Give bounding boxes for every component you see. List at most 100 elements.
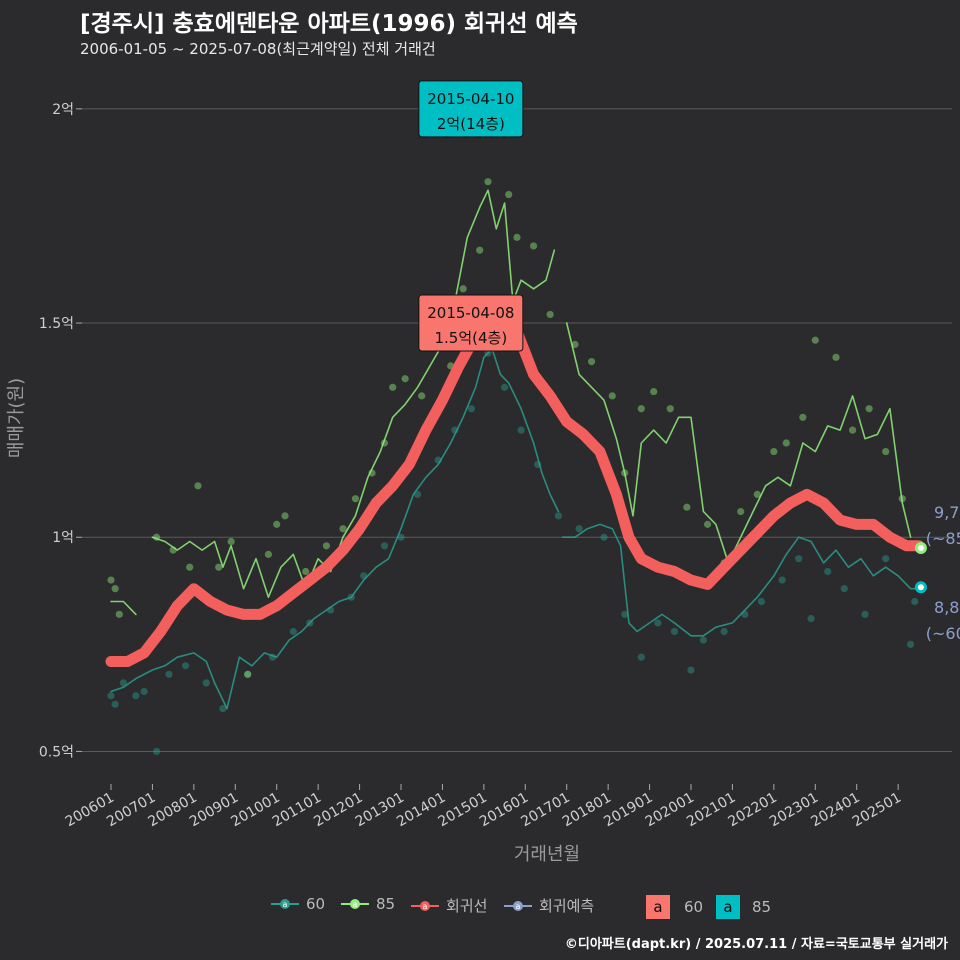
- scatter-point-85: [351, 495, 360, 503]
- legend-item-60[interactable]: a 60: [270, 895, 325, 913]
- legend-label: 60: [684, 898, 704, 916]
- scatter-point-60: [132, 692, 140, 700]
- scatter-point-85: [513, 233, 521, 241]
- scatter-point-85: [401, 375, 409, 383]
- scatter-point-60: [670, 627, 679, 636]
- legend-label: 85: [752, 898, 772, 916]
- legend-box-60[interactable]: a 60: [646, 895, 703, 919]
- annotation-60: 2015-04-08 1.5억(4층): [418, 294, 524, 352]
- scatter-point-60: [882, 555, 890, 563]
- scatter-point-85: [608, 392, 616, 400]
- scatter-point-85: [571, 340, 579, 349]
- scatter-point-85: [683, 503, 691, 511]
- legend-box-85[interactable]: a 85: [716, 895, 771, 919]
- scatter-point-85: [302, 567, 310, 576]
- scatter-point-85: [799, 413, 807, 421]
- scatter-point-85: [111, 585, 119, 593]
- series-line-60: [110, 347, 560, 710]
- scatter-point-60: [554, 512, 563, 520]
- scatter-point-60: [380, 542, 389, 550]
- scatter-point-60: [467, 405, 476, 413]
- scatter-point-60: [861, 610, 869, 618]
- legend-box-swatch: a: [646, 895, 670, 919]
- legend-item-85[interactable]: a 85: [340, 895, 395, 913]
- scatter-point-85: [666, 405, 674, 413]
- line-point-icon: a: [504, 900, 532, 911]
- scatter-point-85: [215, 563, 223, 571]
- scatter-point-85: [811, 336, 819, 344]
- scatter-point-60: [911, 597, 919, 606]
- scatter-point-60: [517, 426, 525, 434]
- annotation-box: [418, 80, 524, 138]
- line-point-icon: a: [341, 899, 369, 909]
- scatter-point-60: [413, 490, 422, 499]
- scatter-point-60: [720, 627, 728, 636]
- scatter-point-60: [757, 597, 766, 606]
- scatter-point-85: [782, 439, 790, 447]
- legend-item-regression[interactable]: a 회귀선: [410, 895, 487, 916]
- scatter-point-85: [529, 242, 538, 250]
- y-axis-title: 매매가(원): [6, 378, 27, 458]
- scatter-point-85: [865, 405, 873, 413]
- scatter-point-85: [703, 520, 712, 528]
- scatter-point-60: [795, 555, 803, 563]
- scatter-point-60: [140, 687, 148, 696]
- scatter-point-85: [418, 392, 426, 400]
- scatter-point-60: [289, 627, 297, 636]
- scatter-point-60: [107, 692, 115, 700]
- scatter-point-60: [119, 679, 128, 687]
- scatter-point-85: [339, 525, 347, 533]
- scatter-point-60: [824, 567, 832, 576]
- footer-credit: ©디아파트(dapt.kr) / 2025.07.11 / 자료=국토교통부 실…: [564, 937, 948, 952]
- annotation-text: 2억(14층): [437, 115, 505, 133]
- series-line-85: [110, 600, 137, 616]
- scatter-point-60: [500, 383, 509, 391]
- scatter-point-85: [882, 447, 890, 456]
- svg-text:a: a: [516, 902, 521, 911]
- forecast-area-label: (~60㎡): [926, 624, 960, 643]
- scatter-point-85: [587, 357, 596, 366]
- legend-label: 85: [376, 895, 396, 913]
- scatter-point-85: [505, 190, 513, 199]
- scatter-point-60: [600, 533, 608, 541]
- scatter-point-60: [575, 525, 583, 533]
- svg-text:a: a: [423, 902, 428, 911]
- scatter-point-60: [637, 653, 645, 661]
- annotation-box: [418, 294, 524, 352]
- scatter-point-85: [637, 405, 645, 413]
- scatter-point-85: [459, 285, 467, 293]
- scatter-point-60: [807, 615, 815, 623]
- scatter-point-60: [621, 610, 629, 618]
- regression-line: [105, 304, 925, 667]
- scatter-point-85: [273, 520, 281, 528]
- scatter-point-60: [111, 700, 119, 708]
- svg-text:a: a: [283, 900, 288, 909]
- legend: a 60 a 85 a 회귀선 a 회귀예측 a 60 a 85: [0, 895, 960, 919]
- legend-label: 회귀예측: [539, 897, 595, 915]
- series-line-60: [561, 523, 920, 637]
- scatter-point-60: [202, 679, 210, 687]
- chart-title: [경주시] 충효에덴타운 아파트(1996) 회귀선 예측: [80, 11, 578, 37]
- scatter-point-85: [244, 670, 252, 678]
- scatter-point-85: [848, 426, 857, 434]
- scatter-point-60: [840, 585, 848, 593]
- scatter-point-60: [219, 705, 227, 713]
- series-line-85: [151, 189, 556, 598]
- chart-subtitle: 2006-01-05 ~ 2025-07-08(최근계약일) 전체 거래건: [80, 40, 436, 58]
- scatter-point-60: [244, 670, 252, 678]
- scatter-point-60: [397, 533, 405, 541]
- scatter-point-85: [484, 178, 492, 186]
- scatter-point-85: [832, 353, 840, 361]
- scatter-point-85: [753, 490, 761, 499]
- svg-text:a: a: [353, 900, 358, 909]
- scatter-point-85: [650, 387, 658, 396]
- annotation-85: 2015-04-10 2억(14층): [418, 80, 524, 138]
- annotation-text: 1.5억(4층): [435, 329, 508, 347]
- scatter-point-85: [186, 563, 194, 571]
- forecast-area-label: (~85㎡): [926, 529, 960, 548]
- legend-item-forecast[interactable]: a 회귀예측: [503, 895, 594, 916]
- scatter-point-60: [165, 670, 173, 678]
- legend-label: 60: [306, 895, 326, 913]
- legend-label: 회귀선: [446, 897, 488, 915]
- scatter-point-85: [264, 550, 273, 558]
